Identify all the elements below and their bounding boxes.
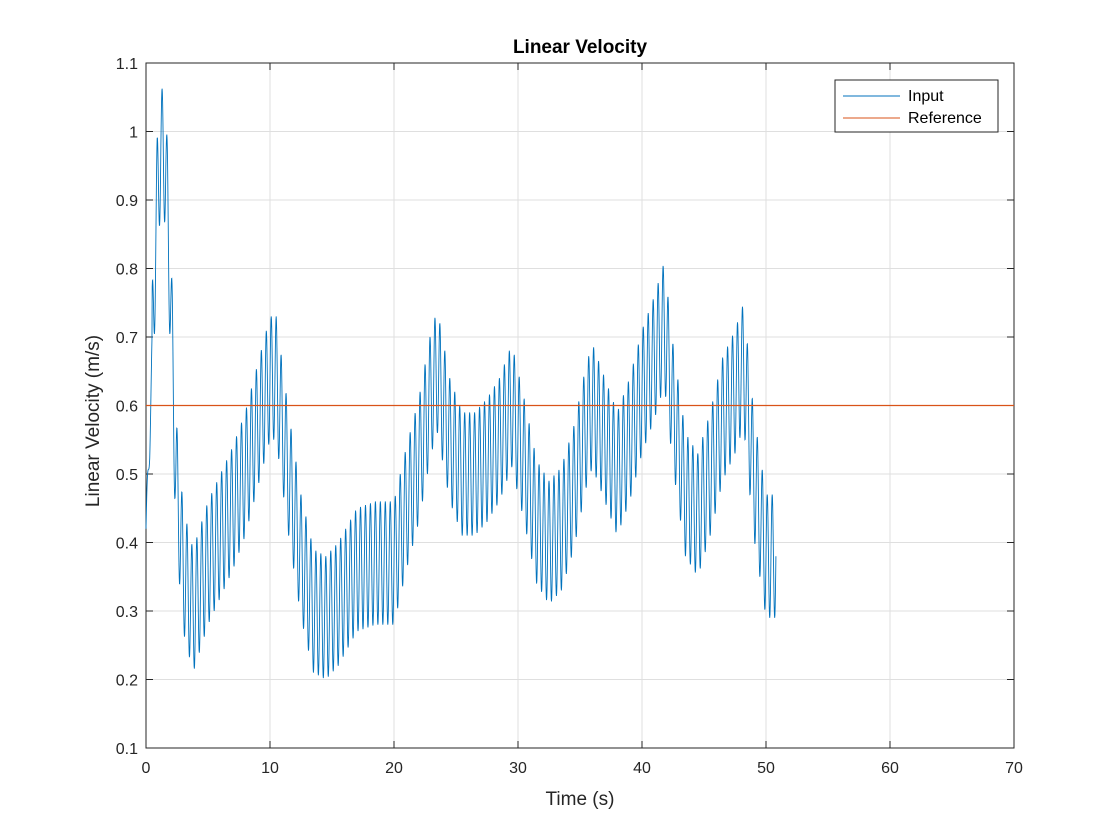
y-tick-label: 0.4	[116, 536, 138, 553]
series-group	[145, 88, 1014, 679]
legend-box	[834, 79, 999, 133]
y-tick-label: 0.5	[116, 467, 138, 484]
x-tick-label: 10	[261, 760, 279, 777]
y-tick-label: 0.7	[116, 330, 138, 347]
y-tick-label: 1	[129, 125, 138, 142]
x-tick-label: 0	[142, 760, 151, 777]
x-tick-label: 20	[385, 760, 403, 777]
y-tick-label: 0.3	[116, 604, 138, 621]
x-tick-label: 50	[757, 760, 775, 777]
chart-title: Linear Velocity	[513, 37, 648, 58]
y-tick-label: 1.1	[116, 56, 138, 73]
legend-label-reference: Reference	[908, 110, 982, 127]
y-tick-label: 0.1	[116, 741, 138, 758]
x-tick-label: 60	[881, 760, 899, 777]
x-tick-label: 40	[633, 760, 651, 777]
y-tick-label: 0.9	[116, 193, 138, 210]
x-axis-label: Time (s)	[546, 789, 615, 810]
legend: Input Reference	[834, 79, 999, 133]
y-tick-label: 0.6	[116, 399, 138, 416]
series-line-input	[145, 88, 777, 679]
legend-label-input: Input	[908, 88, 944, 105]
axis-ticks: 0 10 20 30 40 50 60 70 0.1 0.2 0.3 0.4 0.5 0.6 0.7 0.8 0…	[116, 56, 1023, 777]
x-tick-label: 30	[509, 760, 527, 777]
y-tick-label: 0.2	[116, 673, 138, 690]
y-tick-label: 0.8	[116, 262, 138, 279]
y-axis-label: Linear Velocity (m/s)	[83, 335, 104, 507]
x-tick-label: 70	[1005, 760, 1023, 777]
